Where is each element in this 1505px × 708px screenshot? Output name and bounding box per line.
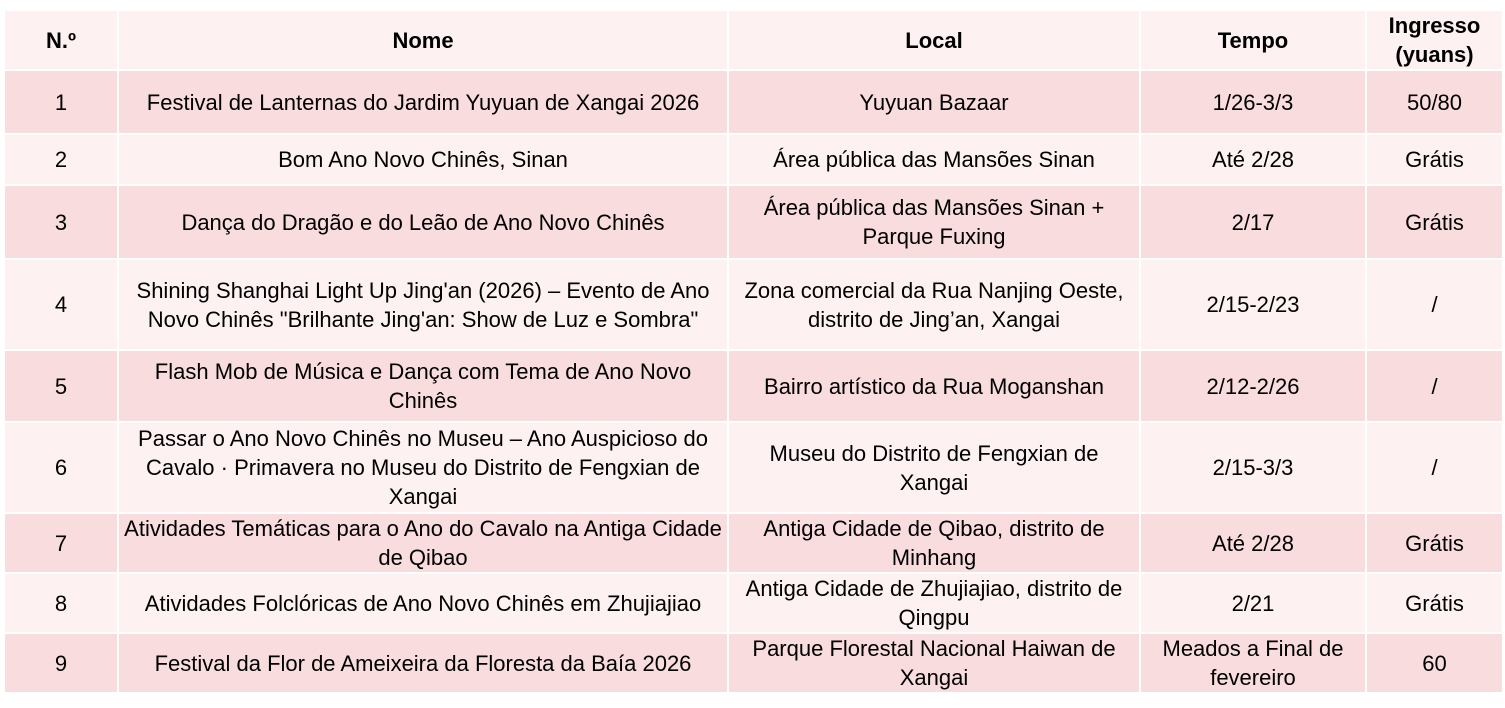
table-row: 1 Festival de Lanternas do Jardim Yuyuan … [3, 69, 1504, 135]
cell-place: Área pública das Mansões Sinan [727, 133, 1141, 186]
cell-place: Área pública das Mansões Sinan + Parque … [727, 184, 1141, 260]
cell-number: 6 [3, 421, 119, 514]
cell-number: 3 [3, 184, 119, 260]
table-row: 9 Festival da Flor de Ameixeira da Flores… [3, 632, 1504, 694]
cell-number: 2 [3, 133, 119, 186]
header-name: Nome [117, 9, 729, 71]
table-row: 7 Atividades Temáticas para o Ano do Cava… [3, 512, 1504, 574]
cell-time: Meados a Final de fevereiro [1139, 632, 1367, 694]
cell-place: Zona comercial da Rua Nanjing Oeste, dis… [727, 258, 1141, 351]
cell-ticket: Grátis [1365, 133, 1504, 186]
header-number: N.º [3, 9, 119, 71]
table-row: 5 Flash Mob de Música e Dança com Tema de… [3, 349, 1504, 423]
table-row: 2 Bom Ano Novo Chinês, Sinan Área pública … [3, 133, 1504, 186]
cell-name: Bom Ano Novo Chinês, Sinan [117, 133, 729, 186]
header-time: Tempo [1139, 9, 1367, 71]
cell-name: Atividades Folclóricas de Ano Novo Chinê… [117, 572, 729, 634]
cell-name: Festival de Lanternas do Jardim Yuyuan d… [117, 69, 729, 135]
cell-time: 2/21 [1139, 572, 1367, 634]
cell-ticket: 50/80 [1365, 69, 1504, 135]
cell-place: Antiga Cidade de Zhujiajiao, distrito de… [727, 572, 1141, 634]
cell-ticket: Grátis [1365, 184, 1504, 260]
cell-place: Bairro artístico da Rua Moganshan [727, 349, 1141, 423]
cell-ticket: / [1365, 258, 1504, 351]
header-place: Local [727, 9, 1141, 71]
cell-time: Até 2/28 [1139, 133, 1367, 186]
cell-ticket: / [1365, 421, 1504, 514]
cell-number: 9 [3, 632, 119, 694]
table-row: 8 Atividades Folclóricas de Ano Novo Chin… [3, 572, 1504, 634]
cell-name: Passar o Ano Novo Chinês no Museu – Ano … [117, 421, 729, 514]
table-row: 4 Shining Shanghai Light Up Jing'an (2026… [3, 258, 1504, 351]
cell-ticket: Grátis [1365, 572, 1504, 634]
cell-number: 7 [3, 512, 119, 574]
cell-time: 2/17 [1139, 184, 1367, 260]
cell-time: 1/26-3/3 [1139, 69, 1367, 135]
cell-name: Dança do Dragão e do Leão de Ano Novo Ch… [117, 184, 729, 260]
cell-time: Até 2/28 [1139, 512, 1367, 574]
header-row: N.º Nome Local Tempo Ingresso (yuans) [3, 9, 1504, 71]
cell-ticket: / [1365, 349, 1504, 423]
table-row: 6 Passar o Ano Novo Chinês no Museu – Ano… [3, 421, 1504, 514]
cell-name: Shining Shanghai Light Up Jing'an (2026)… [117, 258, 729, 351]
header-ticket: Ingresso (yuans) [1365, 9, 1504, 71]
cell-place: Yuyuan Bazaar [727, 69, 1141, 135]
cell-number: 4 [3, 258, 119, 351]
cell-number: 8 [3, 572, 119, 634]
cell-ticket: Grátis [1365, 512, 1504, 574]
cell-ticket: 60 [1365, 632, 1504, 694]
cell-time: 2/15-2/23 [1139, 258, 1367, 351]
cell-number: 1 [3, 69, 119, 135]
cell-name: Festival da Flor de Ameixeira da Florest… [117, 632, 729, 694]
cell-place: Museu do Distrito de Fengxian de Xangai [727, 421, 1141, 514]
cell-number: 5 [3, 349, 119, 423]
table-row: 3 Dança do Dragão e do Leão de Ano Novo C… [3, 184, 1504, 260]
cell-place: Parque Florestal Nacional Haiwan de Xang… [727, 632, 1141, 694]
cell-place: Antiga Cidade de Qibao, distrito de Minh… [727, 512, 1141, 574]
cell-time: 2/15-3/3 [1139, 421, 1367, 514]
cell-name: Flash Mob de Música e Dança com Tema de … [117, 349, 729, 423]
cell-time: 2/12-2/26 [1139, 349, 1367, 423]
cell-name: Atividades Temáticas para o Ano do Caval… [117, 512, 729, 574]
